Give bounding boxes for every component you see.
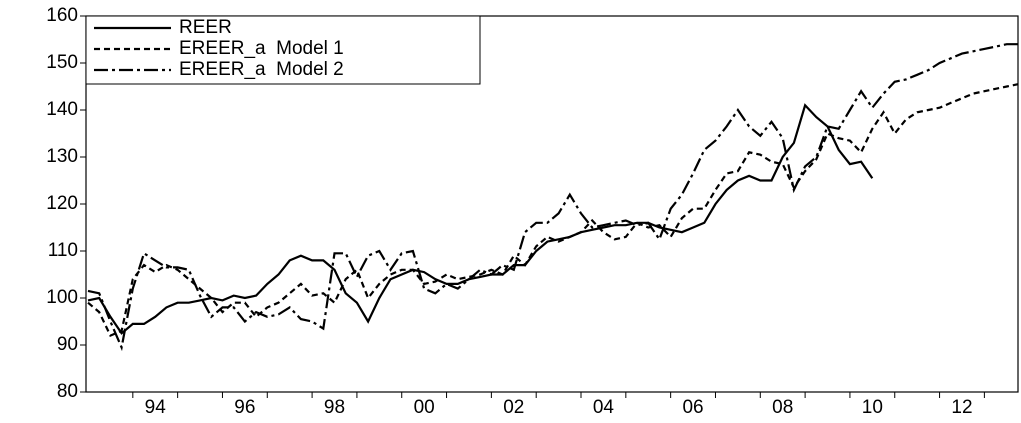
- y-tick-label: 130: [46, 146, 78, 167]
- series-line: [87, 103, 874, 335]
- legend-label: EREER_a Model 2: [179, 59, 344, 80]
- x-tick-label: 00: [414, 397, 435, 418]
- y-tick-label: 150: [46, 52, 78, 73]
- x-tick-label: 02: [503, 397, 524, 418]
- legend-label: REER: [179, 17, 232, 38]
- x-tick-label: 12: [951, 397, 972, 418]
- y-tick-label: 160: [46, 5, 78, 26]
- x-tick-label: 10: [862, 397, 883, 418]
- y-tick-label: 100: [46, 287, 78, 308]
- series-line: [87, 83, 1019, 338]
- x-tick-label: 04: [593, 397, 615, 418]
- x-tick-label: 06: [682, 397, 703, 418]
- y-tick-label: 140: [46, 99, 78, 120]
- y-tick-label: 80: [57, 381, 78, 402]
- x-tick-label: 94: [145, 397, 167, 418]
- x-tick-label: 96: [234, 397, 255, 418]
- series-line: [87, 43, 1018, 352]
- y-tick-label: 110: [48, 240, 78, 261]
- legend-label: EREER_a Model 1: [179, 38, 344, 59]
- x-tick-label: 08: [772, 397, 793, 418]
- y-tick-label: 90: [57, 334, 78, 355]
- y-tick-label: 120: [46, 193, 78, 214]
- x-tick-label: 98: [324, 397, 345, 418]
